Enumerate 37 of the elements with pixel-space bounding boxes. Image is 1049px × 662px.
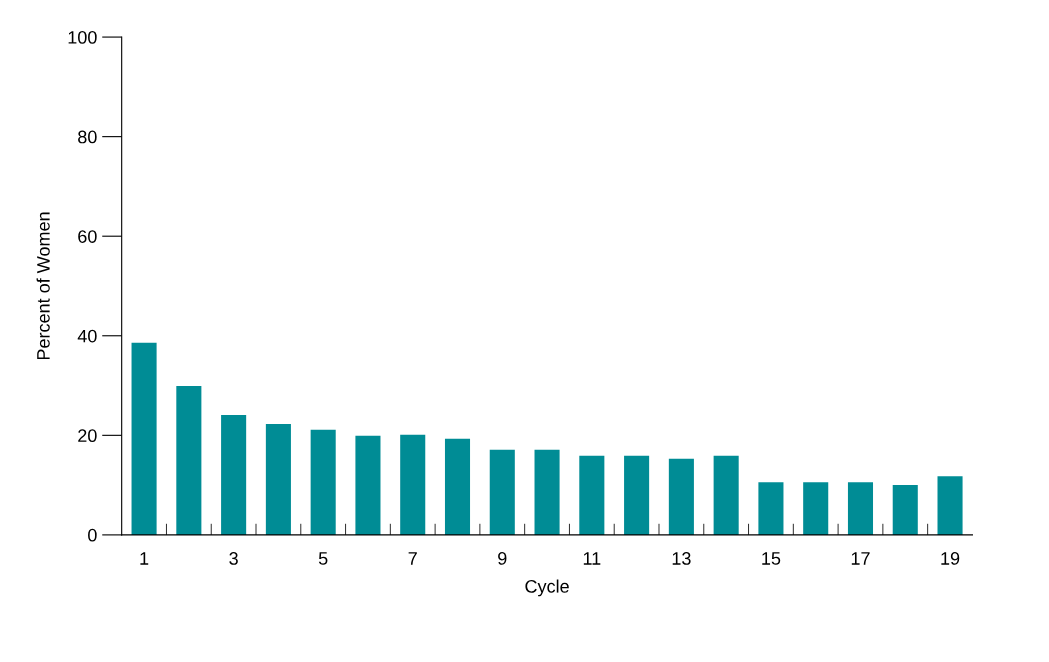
x-tick-label: 15 [762, 552, 781, 565]
x-tick-label: 1 [140, 552, 149, 565]
bar [400, 434, 426, 535]
bar [265, 423, 291, 535]
x-tick-label: 13 [672, 552, 691, 565]
y-tick-label: 40 [77, 329, 97, 343]
y-tick-label: 0 [88, 528, 97, 542]
bar [668, 458, 694, 535]
y-tick-label: 100 [68, 31, 97, 44]
bar [534, 449, 560, 535]
bar [221, 414, 247, 535]
bar [579, 455, 605, 535]
bar [176, 386, 202, 535]
bar [713, 455, 739, 535]
x-tick-label: 17 [851, 552, 870, 565]
x-axis-title: Cycle [525, 579, 569, 597]
bar [847, 482, 874, 535]
x-tick-label: 7 [408, 552, 417, 565]
bar [355, 435, 381, 535]
y-tick-label: 80 [78, 130, 97, 144]
bar [310, 429, 336, 535]
x-tick-label: 9 [498, 552, 507, 565]
x-tick-label: 11 [583, 552, 601, 565]
bar [489, 449, 515, 535]
bar [444, 438, 471, 535]
x-tick-label: 5 [318, 552, 328, 565]
bar [803, 482, 829, 535]
bar [937, 476, 963, 535]
y-tick-label: 20 [78, 429, 97, 443]
bar [758, 482, 784, 535]
bar [892, 485, 918, 535]
x-tick-label: 3 [229, 552, 238, 565]
y-tick-label: 60 [78, 230, 97, 243]
y-axis-title: Percent of Women [36, 212, 50, 360]
bar [624, 455, 650, 535]
bar [131, 342, 157, 535]
x-tick-label: 19 [941, 552, 960, 565]
